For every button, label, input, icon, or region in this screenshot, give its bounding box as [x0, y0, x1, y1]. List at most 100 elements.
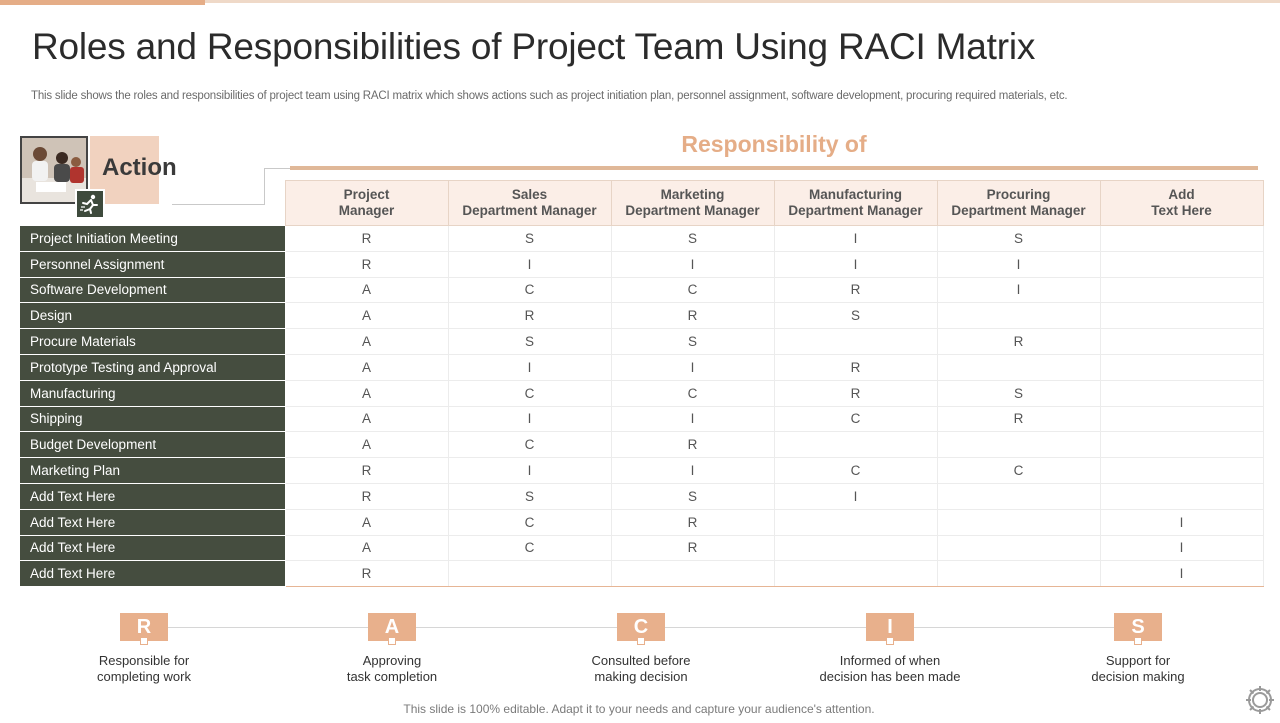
raci-cell: I	[936, 276, 1101, 304]
raci-cell: S	[610, 328, 775, 355]
raci-cell: S	[447, 225, 612, 252]
raci-cell: C	[773, 457, 938, 484]
legend-description: Approving task completion	[346, 653, 438, 684]
legend-item-approving: A Approving task completion	[292, 613, 492, 685]
table-row: Add Text Here A C R I	[20, 534, 1264, 562]
raci-cell: A	[284, 353, 449, 381]
raci-cell	[1099, 250, 1264, 278]
raci-cell: C	[447, 431, 612, 459]
raci-cell: I	[773, 225, 938, 252]
raci-cell: R	[610, 534, 775, 562]
action-cell: Budget Development	[20, 431, 286, 459]
legend-description: Consulted before making decision	[591, 653, 691, 684]
raci-cell	[1099, 353, 1264, 381]
slide-subtitle: This slide shows the roles and responsib…	[31, 90, 1068, 102]
table-row: Software Development A C C R I	[20, 276, 1264, 304]
table-row: Manufacturing A C C R S	[20, 379, 1264, 407]
legend-badge: C	[617, 613, 665, 645]
slide-title: Roles and Responsibilities of Project Te…	[32, 26, 1036, 67]
action-cell: Add Text Here	[20, 508, 286, 536]
legend-badge: S	[1114, 613, 1162, 645]
top-accent-strip	[0, 0, 205, 5]
table-header-row: Project Manager Sales Department Manager M…	[20, 180, 1264, 226]
raci-cell: R	[610, 431, 775, 459]
raci-cell: C	[447, 534, 612, 562]
raci-cell: R	[284, 457, 449, 484]
raci-cell: I	[936, 250, 1101, 278]
raci-cell	[1099, 405, 1264, 433]
action-cell: Prototype Testing and Approval	[20, 353, 286, 381]
top-accent-bar	[0, 0, 1280, 3]
action-cell: Shipping	[20, 405, 286, 433]
raci-cell	[1099, 328, 1264, 355]
raci-cell: R	[284, 250, 449, 278]
raci-cell: R	[284, 560, 449, 588]
raci-cell: I	[447, 353, 612, 381]
action-cell: Procure Materials	[20, 328, 286, 355]
raci-cell: R	[773, 353, 938, 381]
column-header: Manufacturing Department Manager	[773, 180, 938, 226]
raci-cell: A	[284, 328, 449, 355]
raci-cell	[447, 560, 612, 588]
footer-note: This slide is 100% editable. Adapt it to…	[403, 702, 875, 716]
table-row: Marketing Plan R I I C C	[20, 457, 1264, 484]
raci-cell: R	[936, 405, 1101, 433]
raci-cell: C	[610, 276, 775, 304]
action-label: Action	[102, 154, 177, 181]
action-cell: Marketing Plan	[20, 457, 286, 484]
raci-cell: I	[1099, 508, 1264, 536]
raci-cell: R	[773, 276, 938, 304]
table-row: Budget Development A C R	[20, 431, 1264, 459]
raci-cell	[936, 560, 1101, 588]
raci-cell: R	[936, 328, 1101, 355]
legend-badge: A	[368, 613, 416, 645]
raci-cell: A	[284, 302, 449, 330]
raci-cell	[936, 353, 1101, 381]
table-row: Prototype Testing and Approval A I I R	[20, 353, 1264, 381]
raci-cell: A	[284, 431, 449, 459]
raci-cell	[936, 302, 1101, 330]
raci-cell: R	[610, 302, 775, 330]
action-cell: Design	[20, 302, 286, 330]
table-row: Add Text Here R S S I	[20, 482, 1264, 510]
table-row: Add Text Here R I	[20, 560, 1264, 588]
raci-cell: I	[610, 457, 775, 484]
raci-cell: I	[610, 353, 775, 381]
raci-cell: R	[610, 508, 775, 536]
raci-cell	[1099, 457, 1264, 484]
raci-cell: I	[610, 405, 775, 433]
raci-cell: I	[447, 457, 612, 484]
raci-matrix-table: Project Manager Sales Department Manager M…	[20, 180, 1264, 588]
column-header: Project Manager	[284, 180, 449, 226]
legend-description: Support for decision making	[1091, 653, 1185, 684]
action-cell: Add Text Here	[20, 482, 286, 510]
raci-cell: A	[284, 276, 449, 304]
responsibility-underline	[290, 166, 1258, 170]
column-header: Add Text Here	[1099, 180, 1264, 226]
raci-cell: R	[447, 302, 612, 330]
raci-cell	[1099, 302, 1264, 330]
raci-cell: R	[284, 225, 449, 252]
raci-cell	[1099, 225, 1264, 252]
table-row: Procure Materials A S S R	[20, 328, 1264, 355]
raci-cell: S	[610, 225, 775, 252]
column-header: Procuring Department Manager	[936, 180, 1101, 226]
raci-cell: I	[447, 405, 612, 433]
table-row: Shipping A I I C R	[20, 405, 1264, 433]
raci-cell	[936, 482, 1101, 510]
raci-cell: A	[284, 405, 449, 433]
raci-cell: S	[447, 482, 612, 510]
raci-cell: C	[447, 276, 612, 304]
raci-cell: I	[610, 250, 775, 278]
responsibility-title: Responsibility of	[681, 131, 867, 157]
legend-item-informed: I Informed of when decision has been mad…	[790, 613, 990, 685]
action-cell: Project Initiation Meeting	[20, 225, 286, 252]
raci-cell: R	[284, 482, 449, 510]
raci-cell	[1099, 482, 1264, 510]
raci-cell	[936, 508, 1101, 536]
action-cell: Add Text Here	[20, 560, 286, 588]
raci-cell: A	[284, 534, 449, 562]
raci-cell	[773, 431, 938, 459]
raci-cell: I	[1099, 534, 1264, 562]
column-header: Marketing Department Manager	[610, 180, 775, 226]
